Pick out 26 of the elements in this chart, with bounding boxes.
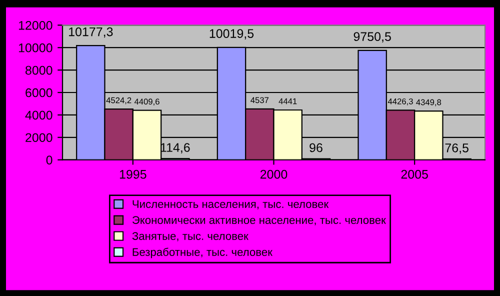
data-label: 9750,5 (354, 32, 391, 42)
data-label: 96 (310, 143, 322, 152)
y-tick-label: 2000 (26, 133, 52, 142)
data-label: 10177,3 (69, 27, 113, 38)
y-tick-label: 10000 (18, 43, 52, 52)
x-tick-label: 2000 (260, 170, 288, 179)
y-tick-label: 6000 (26, 88, 52, 98)
legend-label: Безработные, тыс. человек (132, 248, 272, 258)
y-tick-label: 8000 (26, 66, 52, 75)
data-label: 4409,6 (134, 98, 160, 106)
data-label: 10019,5 (210, 29, 254, 40)
data-label: 4349,8 (416, 99, 442, 106)
x-tick-label: 1995 (120, 170, 146, 179)
data-label: 4524,2 (106, 97, 132, 104)
data-label: 4537 (250, 97, 269, 104)
y-tick-label: 12000 (18, 20, 52, 30)
data-label: 4441 (278, 98, 297, 104)
data-label: 76,5 (445, 143, 468, 154)
legend-label: Численность населения, тыс. человек (132, 200, 329, 210)
legend-label: Занятые, тыс. человек (132, 232, 248, 242)
y-tick-label: 4000 (25, 110, 52, 120)
y-tick-label: 0 (46, 156, 52, 164)
data-label: 4426,3 (388, 98, 413, 106)
legend-label: Экономически активное население, тыс. человек (132, 216, 386, 226)
data-label: 114,6 (160, 143, 190, 154)
x-tick-label: 2005 (401, 170, 428, 179)
